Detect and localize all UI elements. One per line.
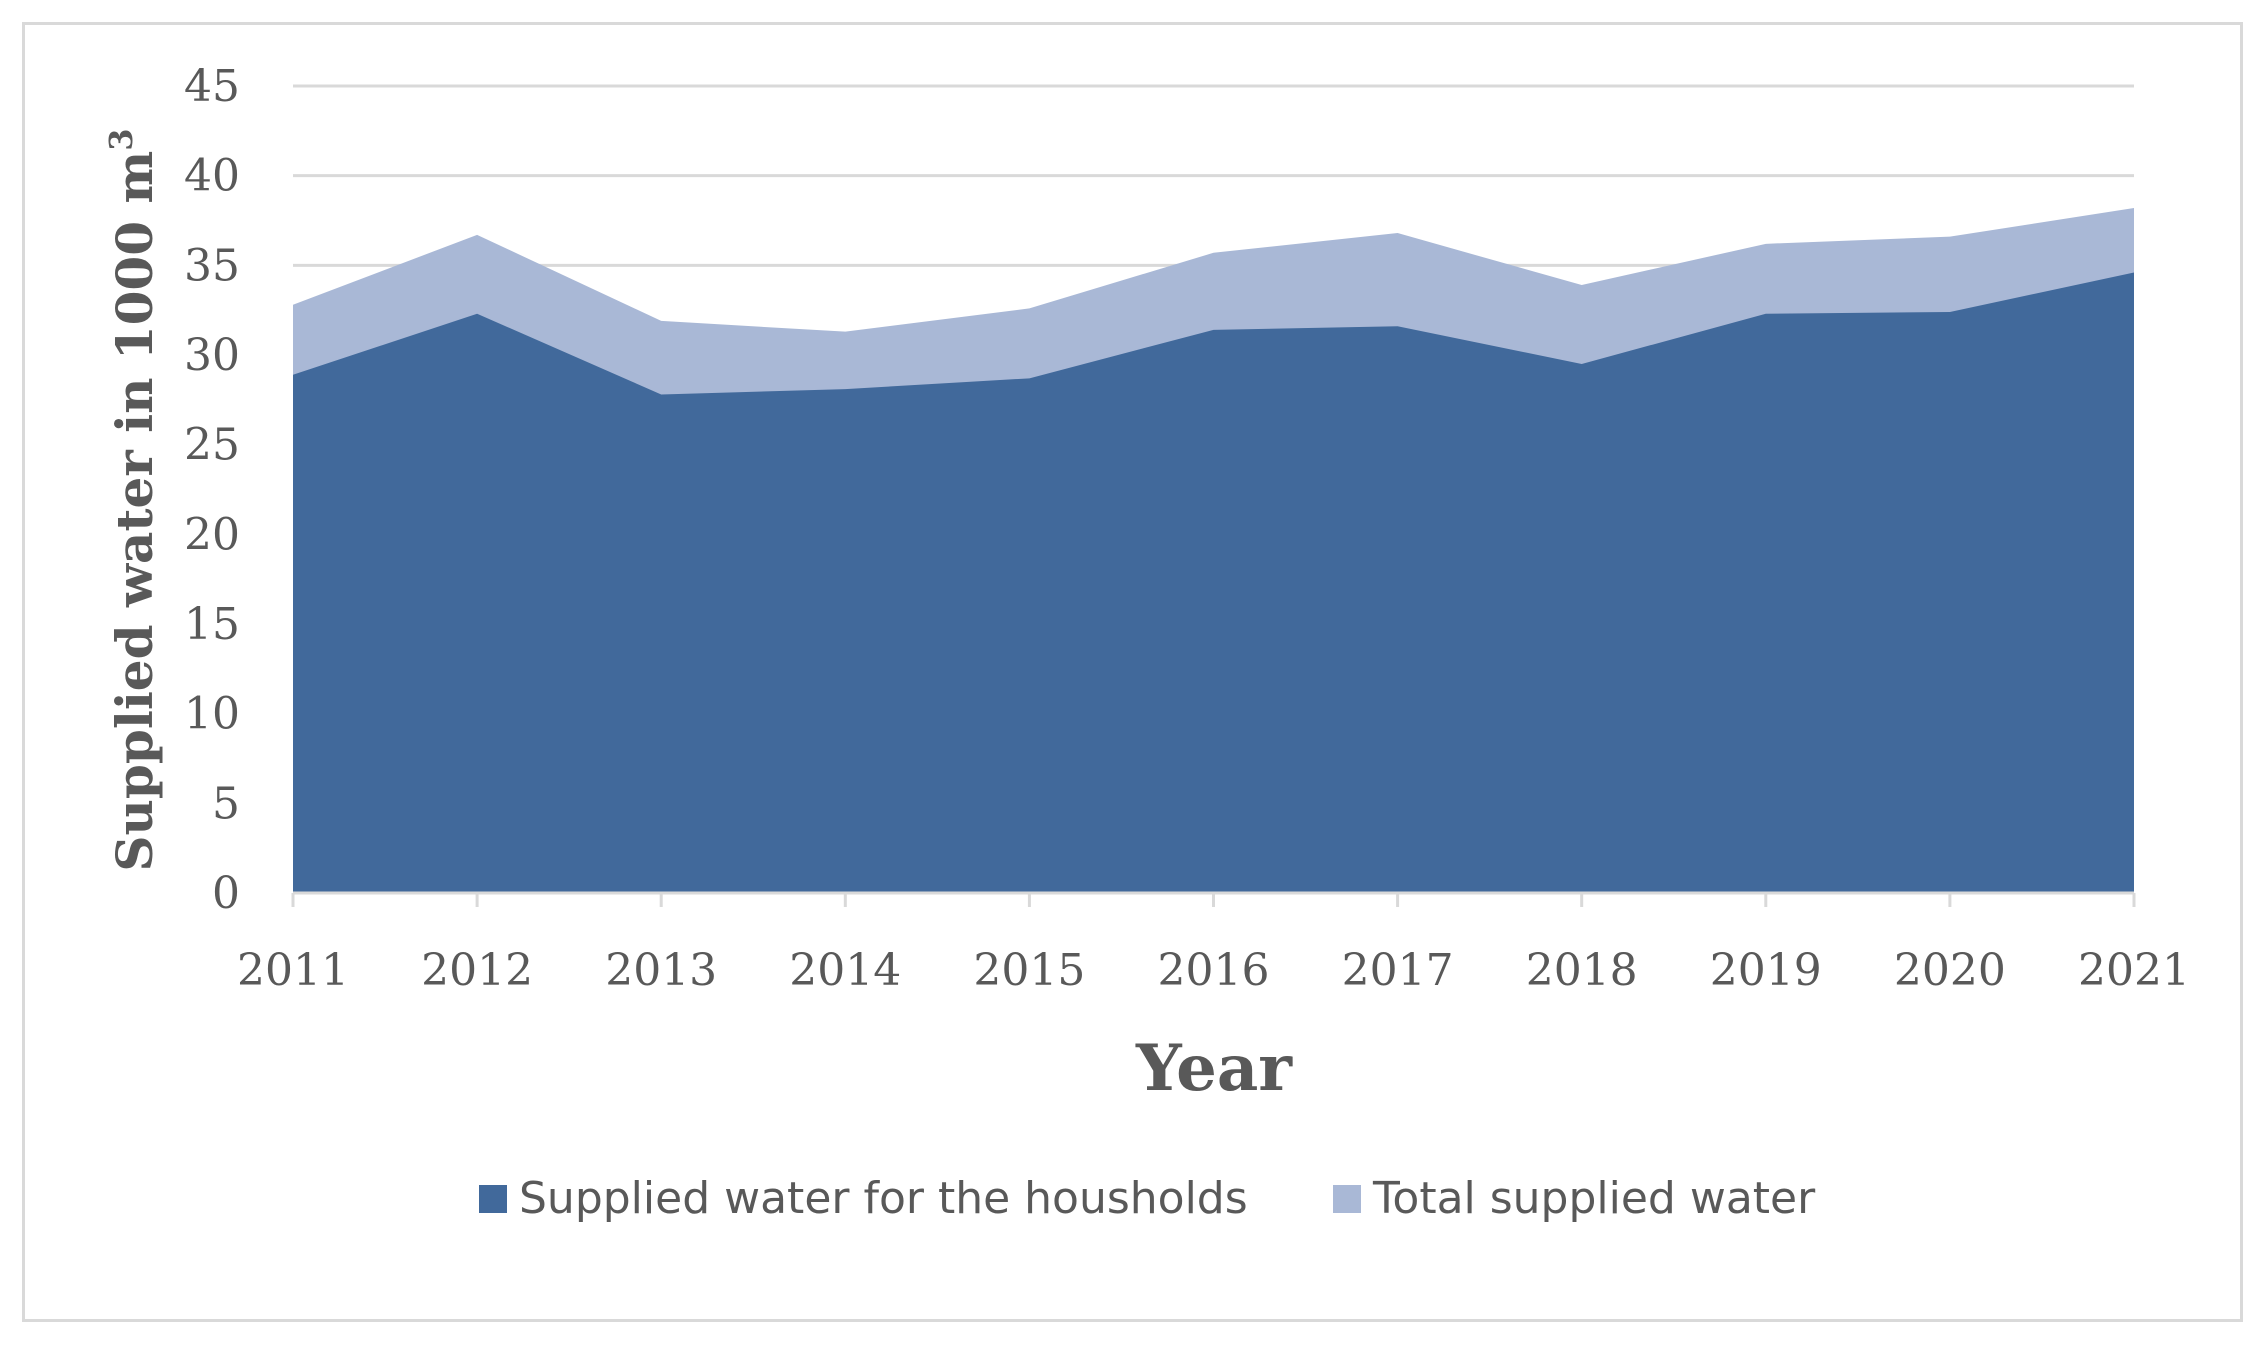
x-tick-label: 2014 bbox=[789, 945, 901, 996]
x-tick-label: 2019 bbox=[1710, 945, 1822, 996]
y-tick-label: 35 bbox=[184, 240, 240, 291]
y-tick-label: 20 bbox=[184, 509, 240, 560]
x-axis-ticks: 2011 2012 2013 2014 2015 2016 2017 2018 2019 2020… bbox=[237, 945, 2190, 996]
y-axis-title-superscript: 3 bbox=[102, 128, 140, 150]
y-tick-label: 10 bbox=[184, 689, 240, 740]
x-tick-label: 2018 bbox=[1526, 945, 1638, 996]
legend-label-total: Total supplied water bbox=[1372, 1173, 1816, 1224]
y-axis-title-text: Supplied water in 1000 m bbox=[105, 151, 164, 872]
legend: Supplied water for the housholds Total s… bbox=[479, 1173, 1816, 1224]
y-axis-ticks: 0 5 10 15 20 25 30 35 40 45 bbox=[184, 61, 240, 919]
y-tick-label: 25 bbox=[184, 420, 240, 471]
y-tick-label: 30 bbox=[184, 330, 240, 381]
legend-swatch-households bbox=[479, 1185, 507, 1213]
area-households bbox=[293, 272, 2134, 893]
legend-swatch-total bbox=[1333, 1185, 1361, 1213]
legend-label-households: Supplied water for the housholds bbox=[519, 1173, 1248, 1224]
y-tick-label: 40 bbox=[184, 151, 240, 202]
x-tick-label: 2016 bbox=[1158, 945, 1270, 996]
x-axis-title: Year bbox=[1135, 1031, 1293, 1106]
y-tick-label: 0 bbox=[212, 868, 240, 919]
x-tick-label: 2017 bbox=[1342, 945, 1454, 996]
x-tick-label: 2015 bbox=[973, 945, 1085, 996]
y-tick-label: 15 bbox=[184, 599, 240, 650]
x-tick-label: 2011 bbox=[237, 945, 349, 996]
y-tick-label: 5 bbox=[212, 778, 240, 829]
x-tick-label: 2013 bbox=[605, 945, 717, 996]
x-tick-label: 2012 bbox=[421, 945, 533, 996]
x-tick-label: 2020 bbox=[1894, 945, 2006, 996]
y-axis-title: Supplied water in 1000 m3 bbox=[102, 128, 164, 871]
x-tick-label: 2021 bbox=[2078, 945, 2190, 996]
y-tick-label: 45 bbox=[184, 61, 240, 112]
x-axis bbox=[291, 891, 2136, 907]
plot-areas bbox=[293, 207, 2134, 894]
